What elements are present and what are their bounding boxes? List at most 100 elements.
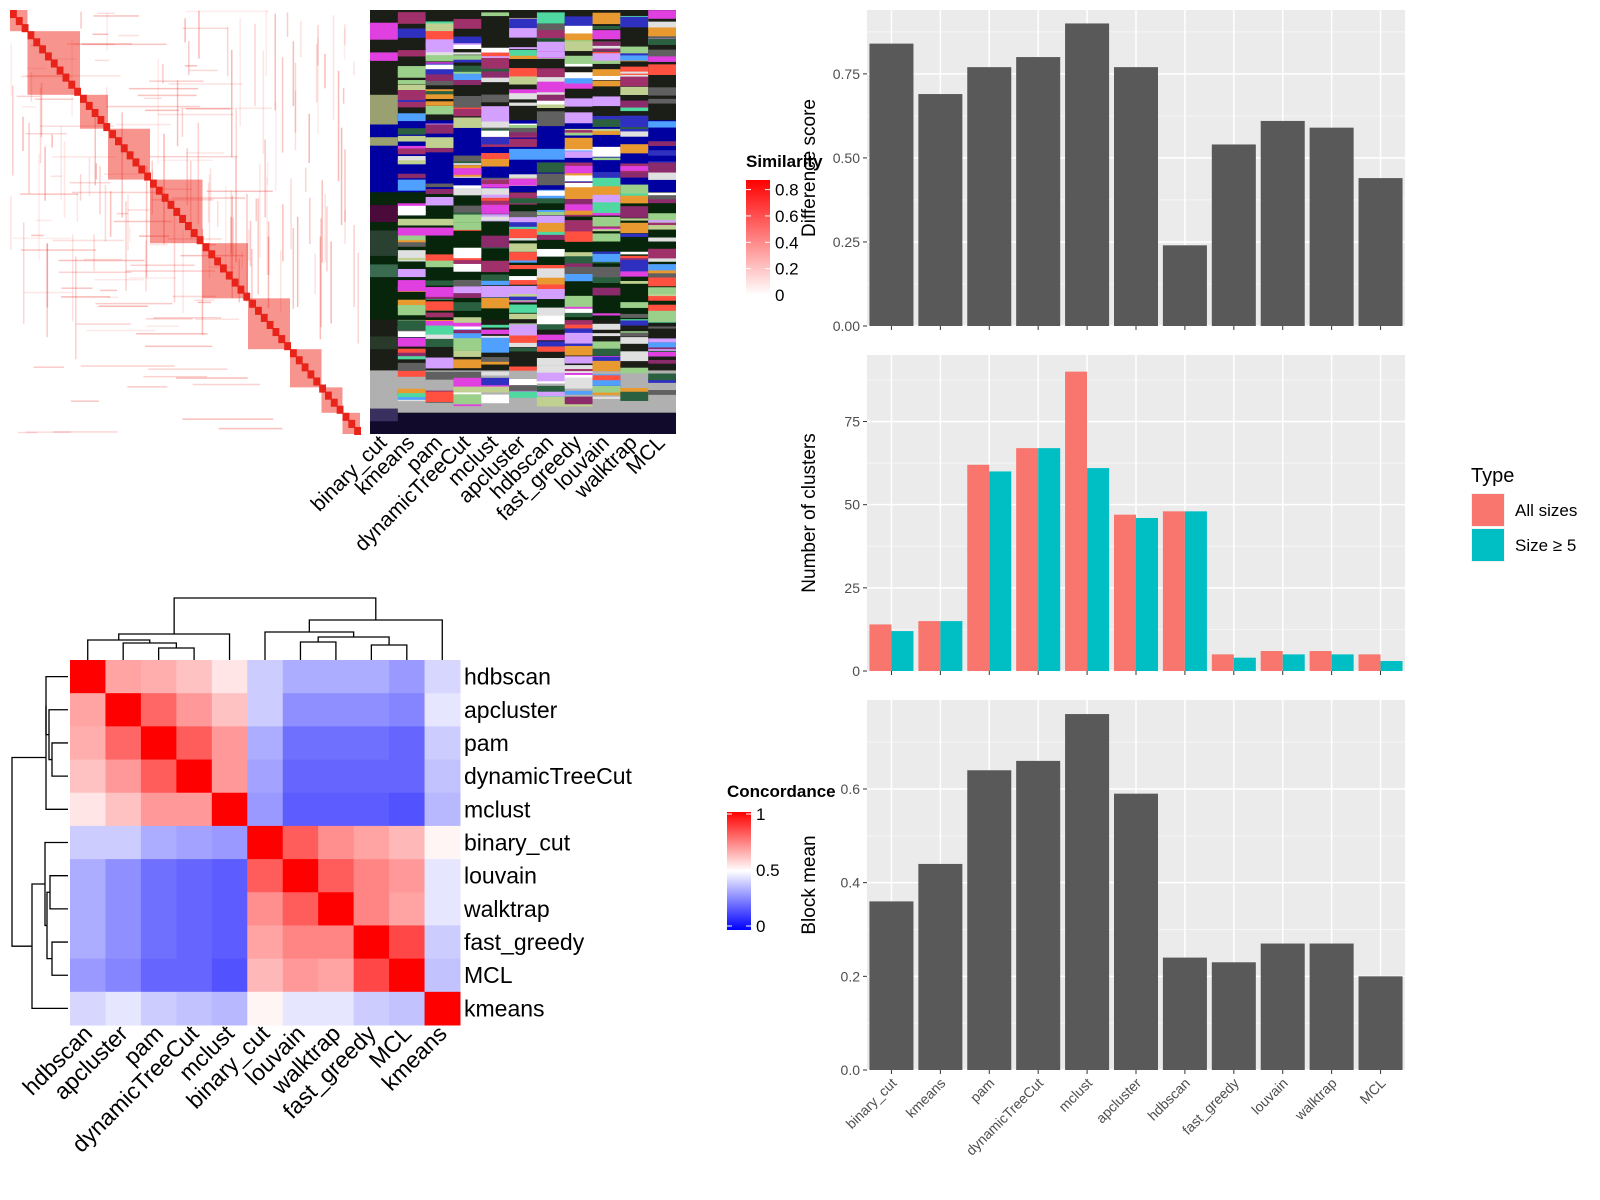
bar	[891, 631, 914, 671]
difference-score-bar-chart: 0.00 0.25 0.50 0.75 Difference score	[799, 10, 1405, 334]
concordance-cell	[318, 792, 355, 827]
similarity-streak	[75, 256, 77, 360]
annotation-cell	[509, 178, 537, 186]
annotation-cell	[481, 153, 510, 161]
bar	[940, 621, 963, 671]
similarity-streak	[265, 10, 268, 76]
annotation-cell	[620, 251, 649, 255]
similarity-streak	[188, 69, 218, 72]
annotation-cell	[481, 274, 510, 281]
annotation-cell	[397, 257, 426, 261]
concordance-cell	[318, 892, 355, 926]
dendrogram-branch	[308, 619, 443, 660]
annotation-cell	[564, 151, 593, 158]
annotation-cell	[648, 141, 676, 147]
similarity-streak	[208, 174, 211, 279]
similarity-streak	[168, 83, 243, 85]
bar	[1065, 714, 1110, 1070]
bar	[1065, 371, 1088, 671]
concordance-cell	[176, 726, 213, 761]
annotation-cell	[425, 338, 454, 347]
annotation-cell	[620, 302, 649, 308]
concordance-cell	[282, 892, 319, 926]
annotation-cell	[648, 199, 676, 204]
similarity-streak	[51, 175, 63, 177]
annotation-cell	[481, 198, 510, 201]
similarity-diagonal-cell	[155, 186, 163, 195]
concordance-row-label: kmeans	[464, 995, 545, 1021]
similarity-streak	[30, 72, 33, 102]
similarity-streak	[274, 13, 276, 111]
similarity-streak	[70, 400, 99, 402]
similarity-streak	[145, 166, 148, 277]
x-tick-label: hdbscan	[1144, 1075, 1193, 1124]
similarity-streak	[207, 182, 210, 223]
annotation-cell	[536, 215, 565, 223]
similarity-streak	[300, 20, 302, 58]
annotation-cell	[592, 313, 621, 316]
similarity-diagonal-cell	[167, 200, 175, 209]
annotation-cell	[648, 98, 676, 104]
similarity-diagonal-cell	[120, 144, 128, 153]
annotation-cell	[592, 287, 621, 296]
annotation-cell	[592, 348, 621, 356]
similarity-streak	[13, 237, 71, 240]
bar	[1113, 514, 1136, 671]
annotation-cell	[481, 377, 510, 386]
concordance-cell	[389, 892, 426, 926]
annotation-cell	[648, 310, 676, 322]
similarity-streak	[324, 54, 326, 89]
annotation-cell	[592, 96, 621, 107]
annotation-cell	[536, 120, 565, 127]
similarity-streak	[34, 98, 74, 101]
concordance-cell	[389, 726, 426, 761]
annotation-cell	[397, 160, 426, 165]
annotation-cell	[397, 173, 426, 179]
annotation-cell	[425, 188, 454, 194]
annotation-cell	[564, 175, 593, 182]
dendrogram-branch	[49, 875, 68, 910]
legend-label: Size ≥ 5	[1515, 536, 1576, 555]
concordance-cell	[140, 660, 177, 694]
annotation-cell	[370, 336, 398, 350]
concordance-cell	[424, 892, 461, 926]
similarity-streak	[125, 201, 127, 291]
concordance-cell	[211, 958, 248, 993]
annotation-cell	[564, 259, 593, 268]
annotation-cell	[536, 173, 565, 186]
concordance-cell	[70, 726, 106, 761]
annotation-cell	[564, 324, 593, 329]
similarity-diagonal-cell	[15, 17, 23, 26]
annotation-cell	[536, 111, 565, 122]
annotation-cell	[536, 369, 565, 382]
annotation-cell	[397, 80, 426, 85]
concordance-cell	[70, 660, 106, 694]
annotation-cell	[536, 334, 565, 341]
annotation-cell	[481, 137, 510, 145]
concordance-cell	[176, 693, 213, 727]
annotation-cell	[648, 264, 676, 271]
annotation-cell	[397, 305, 426, 316]
concordance-cell	[318, 958, 355, 993]
number-of-clusters-bar-chart: 0 25 50 75 Number of clusters	[799, 355, 1405, 679]
annotation-cell	[564, 220, 593, 232]
annotation-cell	[536, 248, 565, 257]
similarity-streak	[281, 57, 284, 153]
annotation-cell	[425, 357, 454, 369]
similarity-streak	[94, 59, 110, 62]
annotation-cell	[648, 64, 676, 75]
similarity-diagonal-cell	[255, 306, 262, 315]
y-tick-label: 0.6	[841, 781, 861, 797]
concordance-cell	[176, 925, 213, 960]
concordance-cell	[318, 759, 355, 794]
concordance-legend-tick-label: 0.5	[756, 861, 780, 880]
annotation-cell	[620, 222, 649, 234]
concordance-cell	[247, 859, 284, 893]
similarity-streak	[93, 15, 139, 17]
x-tick-label: kmeans	[903, 1075, 949, 1121]
concordance-cell	[353, 660, 390, 694]
annotation-cell	[481, 158, 510, 167]
annotation-cell	[397, 241, 426, 247]
concordance-row-label: pam	[464, 730, 509, 756]
annotation-cell	[481, 121, 510, 128]
